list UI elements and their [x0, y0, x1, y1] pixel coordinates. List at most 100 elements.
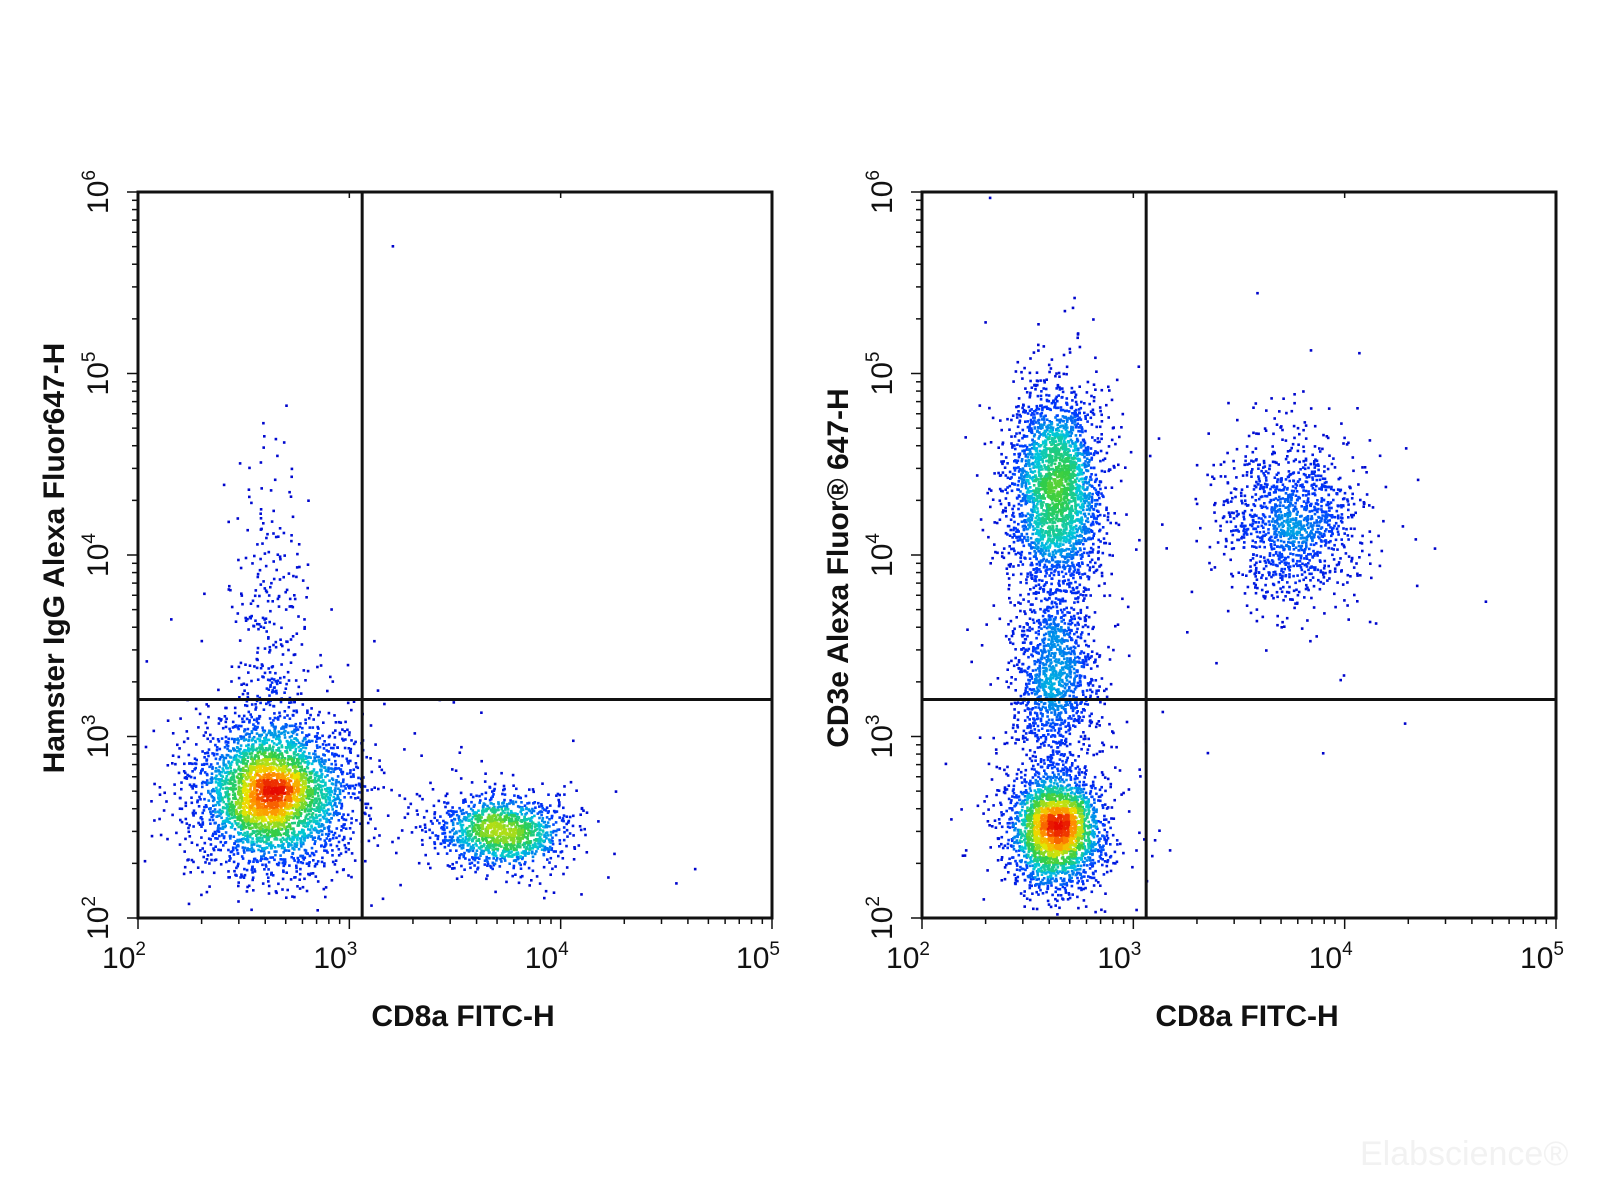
event-dot — [202, 855, 205, 859]
event-dot — [308, 776, 311, 779]
event-dot — [516, 833, 520, 836]
event-dot — [229, 834, 232, 838]
event-dot — [253, 665, 256, 668]
event-dot — [230, 822, 234, 826]
event-dot — [313, 776, 317, 780]
event-dot — [241, 833, 245, 836]
event-dot — [421, 828, 424, 832]
event-dot — [480, 830, 484, 834]
event-dot — [293, 798, 297, 802]
event-dot — [242, 812, 246, 816]
event-dot — [530, 824, 534, 828]
event-dot — [267, 767, 270, 770]
event-dot — [342, 789, 345, 793]
event-dot — [512, 841, 515, 845]
event-dot — [244, 801, 248, 805]
event-dot — [473, 812, 477, 816]
event-dot — [274, 824, 278, 827]
event-dot — [290, 605, 293, 608]
event-dot — [288, 825, 292, 829]
event-dot — [488, 851, 491, 854]
event-dot — [488, 846, 492, 849]
event-dot — [263, 737, 266, 740]
event-dot — [302, 669, 306, 672]
event-dot — [287, 822, 291, 826]
event-dot — [237, 817, 240, 820]
event-dot — [203, 797, 206, 801]
event-dot — [525, 818, 528, 822]
event-dot — [541, 830, 545, 833]
event-dot — [311, 726, 315, 729]
event-dot — [247, 821, 251, 824]
event-dot — [307, 733, 311, 736]
event-dot — [276, 825, 280, 829]
event-dot — [556, 828, 559, 832]
event-dot — [218, 782, 222, 786]
event-dot — [271, 826, 274, 829]
event-dot — [473, 811, 476, 814]
event-dot — [166, 719, 170, 722]
event-dot — [272, 678, 276, 681]
event-dot — [233, 794, 237, 797]
event-dot — [403, 816, 407, 819]
event-dot — [268, 807, 271, 811]
event-dot — [292, 731, 295, 735]
event-dot — [235, 761, 239, 765]
event-dot — [252, 777, 256, 781]
event-dot — [240, 819, 244, 822]
event-dot — [458, 844, 462, 848]
event-dot — [261, 839, 264, 843]
event-dot — [415, 792, 419, 796]
event-dot — [188, 835, 192, 838]
event-dot — [271, 844, 275, 847]
event-dot — [205, 762, 209, 766]
event-dot — [277, 747, 280, 750]
event-dot — [469, 847, 472, 851]
event-dot — [272, 773, 276, 776]
event-dot — [299, 854, 302, 858]
event-dot — [523, 815, 526, 819]
event-dot — [335, 805, 338, 808]
event-dot — [516, 857, 520, 860]
event-dot — [284, 795, 288, 799]
event-dot — [475, 839, 478, 842]
event-dot — [518, 836, 521, 840]
event-dot — [257, 627, 260, 631]
event-dot — [271, 749, 275, 753]
event-dot — [395, 851, 398, 855]
event-dot — [276, 833, 279, 836]
event-dot — [290, 724, 294, 728]
event-dot — [505, 833, 508, 837]
event-dot — [233, 805, 236, 808]
event-dot — [314, 840, 317, 843]
event-dot — [531, 847, 535, 850]
event-dot — [237, 724, 241, 728]
event-dot — [445, 852, 449, 855]
event-dot — [410, 831, 414, 834]
event-dot — [312, 859, 315, 862]
event-dot — [289, 638, 293, 641]
event-dot — [291, 847, 294, 850]
event-dot — [347, 747, 351, 750]
event-dot — [300, 799, 304, 802]
event-dot — [218, 808, 222, 812]
event-dot — [273, 753, 276, 756]
event-dot — [196, 799, 199, 802]
event-dot — [258, 827, 262, 830]
event-dot — [364, 812, 367, 816]
event-dot — [328, 799, 331, 802]
event-dot — [258, 768, 262, 772]
event-dot — [319, 837, 322, 841]
event-dot — [252, 624, 255, 628]
event-dot — [299, 861, 303, 864]
event-dot — [461, 832, 465, 836]
event-dot — [349, 784, 352, 788]
event-dot — [316, 755, 319, 759]
event-dot — [254, 703, 257, 706]
event-dot — [297, 761, 300, 765]
event-dot — [276, 553, 280, 556]
event-dot — [266, 835, 270, 838]
event-dot — [269, 746, 272, 750]
event-dot — [528, 884, 531, 887]
event-dot — [480, 832, 483, 835]
